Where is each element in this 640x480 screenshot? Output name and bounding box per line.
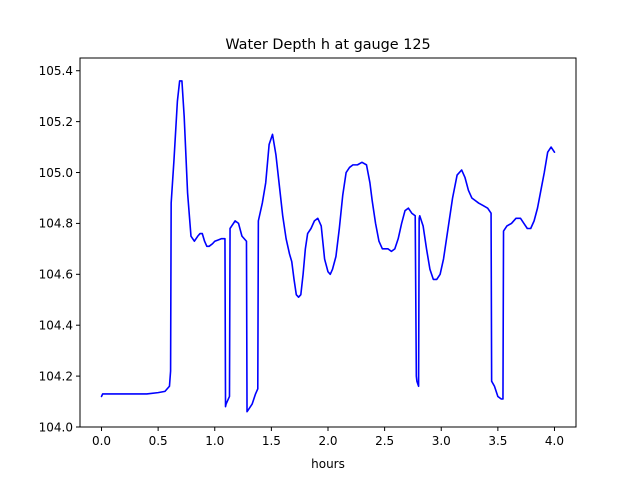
y-tick-label: 104.4	[39, 319, 73, 333]
x-tick-label: 2.0	[318, 434, 337, 448]
x-tick-label: 0.0	[92, 434, 111, 448]
x-axis-label: hours	[311, 457, 345, 471]
y-tick-label: 105.2	[39, 115, 73, 129]
x-tick-label: 3.0	[432, 434, 451, 448]
y-tick-label: 105.0	[39, 166, 73, 180]
y-tick-label: 104.6	[39, 268, 73, 282]
y-tick-label: 104.0	[39, 420, 73, 434]
y-tick-label: 104.2	[39, 369, 73, 383]
x-tick-label: 1.5	[262, 434, 281, 448]
x-tick-label: 1.0	[205, 434, 224, 448]
y-tick-label: 105.4	[39, 64, 73, 78]
x-tick-label: 2.5	[375, 434, 394, 448]
x-tick-label: 0.5	[149, 434, 168, 448]
series-line-0	[100, 80, 556, 413]
x-tick-label: 3.5	[488, 434, 507, 448]
chart-title: Water Depth h at gauge 125	[225, 37, 430, 53]
x-tick-label: 4.0	[545, 434, 564, 448]
y-tick-label: 104.8	[39, 217, 73, 231]
